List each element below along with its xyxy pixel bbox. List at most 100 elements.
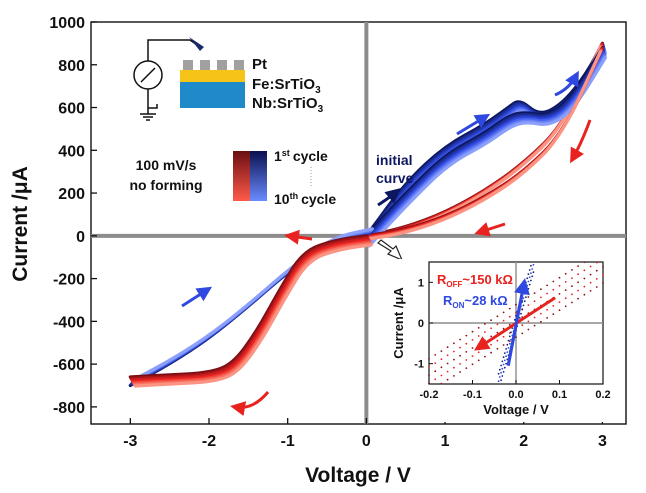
inset-y-tick-label: 1 — [418, 277, 424, 289]
inset-point-off — [595, 278, 598, 280]
r-on-sub: ON — [452, 301, 464, 310]
inset-point-off — [490, 319, 492, 322]
inset-point-off — [459, 371, 461, 373]
inset-point-off — [484, 355, 486, 358]
x-tick-label: -3 — [123, 433, 137, 450]
inset-r-off-label: ROFF~150 kΩ — [437, 272, 513, 289]
inset-point-off — [465, 334, 468, 337]
label-fe-sto-main: Fe:SrTiO — [252, 76, 315, 93]
inset-point-off — [540, 312, 542, 315]
inset-point-off — [440, 374, 443, 377]
inset-point-off — [465, 351, 468, 353]
r-on-value: ~28 kΩ — [464, 293, 507, 308]
inset-point-off — [558, 301, 561, 303]
annotation-initial-2: curve — [376, 170, 414, 186]
legend-blue-gradient — [250, 151, 267, 201]
inset-point-on — [527, 287, 530, 290]
inset-point-on — [525, 288, 527, 291]
y-axis-title: Current /μA — [9, 166, 32, 282]
inset-point-off — [602, 266, 604, 268]
inset-point-off — [508, 315, 511, 318]
inset-point-off — [496, 331, 499, 334]
inset-point-on — [505, 362, 507, 365]
iv-curve-on-4-6 — [134, 227, 374, 381]
inset-point-on — [528, 276, 531, 279]
annotation-forming: no forming — [129, 177, 202, 193]
inset-point-on — [510, 338, 512, 341]
inset-x-tick-label: 0.2 — [595, 389, 610, 401]
inset-point-on — [497, 372, 500, 375]
inset-point-on — [500, 364, 502, 367]
inset-point-off — [558, 293, 561, 295]
inset-point-on — [525, 296, 527, 298]
probe-tip-icon — [189, 37, 204, 51]
inset-point-off — [571, 269, 573, 271]
inset-point-off — [434, 378, 437, 381]
annotation-rate: 100 mV/s — [136, 157, 197, 173]
circuit-wire — [147, 39, 201, 61]
inset-point-off — [428, 374, 430, 376]
y-tick-label: 0 — [76, 229, 85, 246]
inset-point-on — [530, 272, 532, 275]
inset-point-on — [530, 264, 532, 267]
inset-point-off — [477, 343, 480, 345]
legend-red-gradient — [233, 151, 250, 201]
inset-point-off — [446, 378, 449, 381]
inset-point-off — [465, 342, 468, 345]
inset-point-on — [520, 312, 522, 315]
iv-curve-off-3-6 — [362, 50, 602, 242]
inset-point-off — [583, 277, 586, 280]
arrow-zero-red-icon — [284, 229, 313, 245]
inset-point-off — [583, 261, 586, 264]
inset-point-off — [552, 305, 555, 307]
inset-point-off — [453, 366, 455, 369]
ammeter-needle-icon — [140, 67, 156, 83]
inset-point-off — [440, 350, 443, 352]
inset-x-axis-title: Voltage / V — [483, 402, 549, 417]
inset-point-on — [526, 284, 529, 287]
inset-point-off — [477, 351, 480, 354]
inset-y-axis-title: Current /μA — [391, 287, 406, 359]
y-tick-label: -600 — [53, 357, 85, 374]
inset-point-on — [525, 281, 527, 284]
inset-point-off — [571, 301, 573, 304]
inset-point-off — [490, 343, 492, 346]
inset-point-off — [540, 288, 542, 291]
inset-point-off — [484, 339, 486, 342]
inset-point-on — [501, 360, 504, 363]
inset-point-off — [552, 280, 555, 283]
iv-curve-on-0-5 — [367, 50, 607, 246]
inset-point-off — [527, 296, 530, 298]
inset-point-off — [508, 307, 511, 310]
pt-electrode — [200, 60, 210, 70]
inset-point-off — [428, 357, 430, 360]
inset-point-on — [521, 308, 524, 311]
inset-point-off — [583, 293, 586, 296]
main-x-ticks: -3 -2 -1 0 1 2 3 — [123, 418, 607, 450]
arrow-up-blue-icon — [456, 113, 491, 136]
fe-sto-layer — [180, 70, 245, 82]
inset-point-off — [434, 362, 437, 364]
r-off-value: ~150 kΩ — [462, 272, 513, 287]
inset-point-on — [507, 347, 510, 349]
y-tick-label: 800 — [58, 58, 85, 75]
inset-point-on — [532, 263, 535, 266]
inset-point-off — [540, 296, 542, 299]
inset-point-off — [577, 289, 579, 292]
inset-point-off — [446, 362, 449, 365]
inset-point-off — [540, 320, 542, 323]
legend-tenth-cycle: 10th cycle — [274, 191, 336, 207]
iv-curve-on-2-4 — [366, 52, 606, 245]
main-plot-frame — [90, 21, 627, 425]
inset-point-off — [484, 347, 486, 350]
inset-point-off — [533, 292, 536, 294]
inset-point-off — [453, 375, 455, 377]
inset-point-off — [502, 344, 505, 346]
r-on-r: R — [443, 293, 453, 308]
y-tick-label: -400 — [53, 314, 85, 331]
inset-point-on — [507, 339, 510, 342]
inset-point-on — [522, 297, 525, 299]
inset-point-off — [558, 284, 561, 287]
legend-tenth-sup: th — [290, 191, 299, 201]
inset-point-off — [546, 284, 548, 287]
